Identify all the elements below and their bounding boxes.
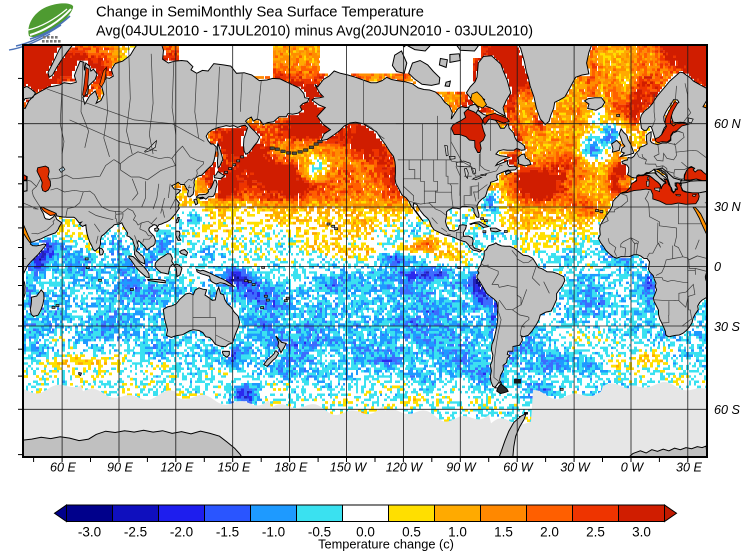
svg-text:-2.5: -2.5 bbox=[124, 525, 147, 540]
svg-text:90 E: 90 E bbox=[107, 461, 134, 475]
svg-text:0.0: 0.0 bbox=[356, 525, 375, 540]
svg-text:Temperature change (c): Temperature change (c) bbox=[318, 537, 454, 552]
svg-text:0.5: 0.5 bbox=[402, 525, 421, 540]
svg-text:-0.5: -0.5 bbox=[308, 525, 331, 540]
svg-text:Avg(04JUL2010 - 17JUL2010) min: Avg(04JUL2010 - 17JUL2010) minus Avg(20J… bbox=[96, 23, 533, 40]
svg-text:30 S: 30 S bbox=[714, 320, 741, 334]
svg-text:3.0: 3.0 bbox=[632, 525, 651, 540]
svg-text:0 W: 0 W bbox=[621, 461, 645, 475]
svg-text:30 N: 30 N bbox=[714, 200, 742, 214]
svg-text:60 E: 60 E bbox=[50, 461, 77, 475]
svg-text:30 W: 30 W bbox=[560, 461, 591, 475]
svg-text:-2.0: -2.0 bbox=[170, 525, 193, 540]
svg-text:1.5: 1.5 bbox=[494, 525, 513, 540]
svg-text:120 E: 120 E bbox=[161, 461, 195, 475]
svg-text:2.0: 2.0 bbox=[540, 525, 559, 540]
svg-text:90 W: 90 W bbox=[446, 461, 477, 475]
svg-text:2.5: 2.5 bbox=[586, 525, 605, 540]
svg-text:-1.0: -1.0 bbox=[262, 525, 285, 540]
svg-text:180 E: 180 E bbox=[275, 461, 309, 475]
svg-text:Change in SemiMonthly Sea Surf: Change in SemiMonthly Sea Surface Temper… bbox=[96, 4, 424, 21]
svg-text:-3.0: -3.0 bbox=[78, 525, 101, 540]
svg-text:150 E: 150 E bbox=[218, 461, 252, 475]
svg-text:150 W: 150 W bbox=[330, 461, 368, 475]
svg-text:1.0: 1.0 bbox=[448, 525, 467, 540]
svg-text:60 W: 60 W bbox=[503, 461, 534, 475]
svg-text:0: 0 bbox=[714, 260, 721, 274]
svg-text:60 N: 60 N bbox=[714, 117, 742, 131]
svg-text:30 E: 30 E bbox=[676, 461, 703, 475]
svg-text:-1.5: -1.5 bbox=[216, 525, 239, 540]
svg-text:60 S: 60 S bbox=[714, 403, 741, 417]
svg-text:120 W: 120 W bbox=[386, 461, 424, 475]
